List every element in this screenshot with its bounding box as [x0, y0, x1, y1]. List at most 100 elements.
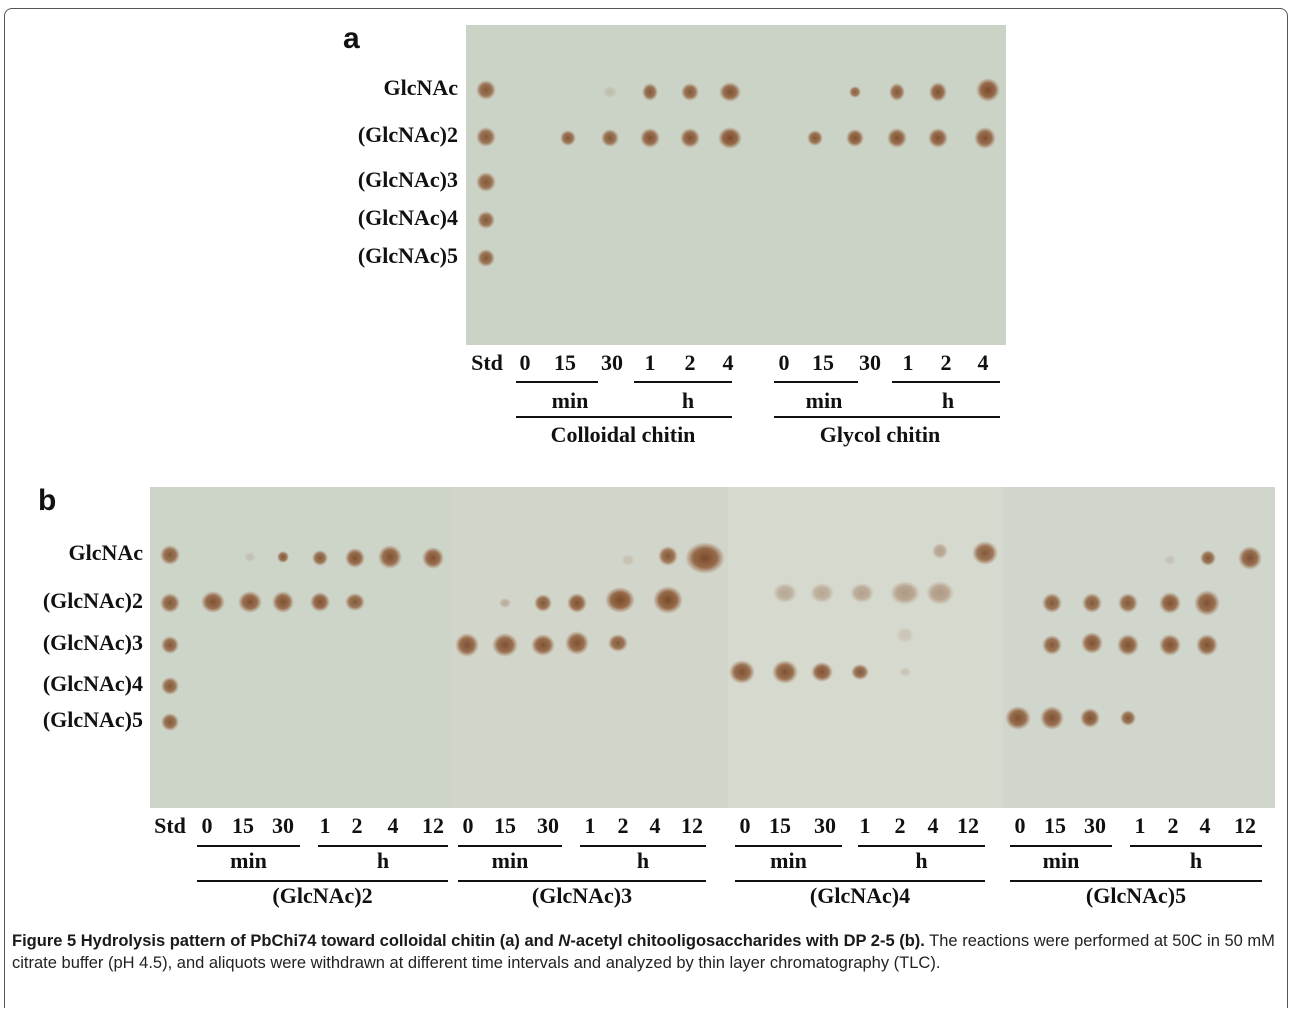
tlc-spot [1081, 632, 1103, 654]
tlc-spot [455, 633, 479, 657]
tlc-spot [972, 541, 998, 565]
tlc-spot [1194, 590, 1220, 616]
tlc-spot [422, 547, 444, 569]
row-label: GlcNAc [68, 540, 143, 565]
row-label: (GlcNAc)3 [358, 167, 458, 192]
tlc-spot [681, 83, 699, 101]
panel-label: a [343, 22, 360, 55]
tlc-spot [477, 249, 495, 267]
tlc-spot [601, 129, 619, 147]
tlc-spot [492, 633, 518, 657]
lane-label: 12 [681, 813, 703, 838]
lane-label: 12 [1234, 813, 1256, 838]
lane-label: 0 [463, 813, 474, 838]
lane-label: 15 [769, 813, 791, 838]
lane-label: 0 [520, 350, 531, 375]
tlc-spot [974, 127, 996, 149]
tlc-spot [345, 593, 365, 611]
lane-label: 1 [585, 813, 596, 838]
tlc-spot [560, 130, 576, 146]
lane-label: 4 [978, 350, 989, 375]
unit-label: min [1043, 848, 1080, 873]
unit-label: h [1190, 848, 1202, 873]
page: a b GlcNAc (GlcNAc)2 (GlcNAc)3 (GlcNAc)4 (Gl… [0, 0, 1293, 1009]
tlc-spot [849, 86, 861, 98]
caption-title: Figure 5 Hydrolysis pattern of PbChi74 t… [12, 932, 558, 950]
row-label: (GlcNAc)3 [43, 630, 143, 655]
tlc-spot [846, 129, 864, 147]
tlc-spot [534, 594, 552, 612]
tlc-plate-b1 [150, 487, 452, 808]
lane-label: 1 [903, 350, 914, 375]
lane-label: 12 [422, 813, 444, 838]
lane-label: 30 [272, 813, 294, 838]
tlc-spot [896, 627, 914, 643]
lane-label: 2 [352, 813, 363, 838]
tlc-plate-a [466, 25, 1006, 345]
unit-label: h [637, 848, 649, 873]
unit-label: min [230, 848, 267, 873]
lane-label: 4 [650, 813, 661, 838]
unit-label: h [377, 848, 389, 873]
tlc-spot [811, 662, 833, 682]
tlc-spot [476, 80, 496, 100]
lane-label: 15 [1044, 813, 1066, 838]
lane-label: 4 [723, 350, 734, 375]
tlc-spot [929, 82, 947, 102]
lane-label: 2 [618, 813, 629, 838]
lane-label: Std [154, 813, 186, 838]
unit-label: h [942, 388, 954, 413]
tlc-spot [531, 634, 555, 656]
tlc-spot [238, 591, 262, 613]
unit-label: h [915, 848, 927, 873]
lane-label: 1 [1135, 813, 1146, 838]
tlc-spot [932, 543, 948, 559]
tlc-spot [1117, 634, 1139, 656]
tlc-spot [160, 545, 180, 565]
tlc-spot [1118, 593, 1138, 613]
tlc-spot [477, 211, 495, 229]
tlc-spot [1080, 708, 1100, 728]
lane-label: 15 [232, 813, 254, 838]
lane-label: 2 [895, 813, 906, 838]
lane-label: 0 [779, 350, 790, 375]
tlc-spot [718, 127, 742, 149]
unit-label: min [492, 848, 529, 873]
lane-label: 4 [928, 813, 939, 838]
tlc-spot [345, 548, 365, 568]
tlc-spot [161, 713, 179, 731]
panel-label: b [38, 484, 56, 517]
tlc-spot [719, 82, 741, 102]
tlc-spot [476, 127, 496, 147]
lane-label: 15 [494, 813, 516, 838]
tlc-spot [567, 593, 587, 613]
lane-label: 0 [202, 813, 213, 838]
tlc-spot [1159, 592, 1181, 614]
tlc-spot [810, 583, 834, 603]
lane-label: 4 [388, 813, 399, 838]
tlc-spot [926, 581, 954, 605]
tlc-spot [1200, 550, 1216, 566]
unit-label: min [552, 388, 589, 413]
lane-label: 30 [814, 813, 836, 838]
lane-label: 30 [1084, 813, 1106, 838]
tlc-spot [640, 128, 660, 148]
tlc-spot [890, 581, 920, 605]
tlc-spot [1042, 593, 1062, 613]
tlc-spot [850, 583, 874, 603]
lane-label: 30 [601, 350, 623, 375]
group-label: Glycol chitin [820, 422, 940, 447]
tlc-spot [685, 542, 725, 574]
lane-label: 2 [1168, 813, 1179, 838]
row-label: (GlcNAc)4 [43, 671, 143, 696]
tlc-spot [476, 172, 496, 192]
tlc-spot [772, 660, 798, 684]
row-label: (GlcNAc)4 [358, 205, 458, 230]
tlc-spot [608, 634, 628, 652]
lane-label: 1 [320, 813, 331, 838]
tlc-spot [603, 86, 617, 98]
tlc-spot [1196, 634, 1218, 656]
lane-label: 30 [859, 350, 881, 375]
row-label: (GlcNAc)2 [43, 588, 143, 613]
unit-label: h [682, 388, 694, 413]
